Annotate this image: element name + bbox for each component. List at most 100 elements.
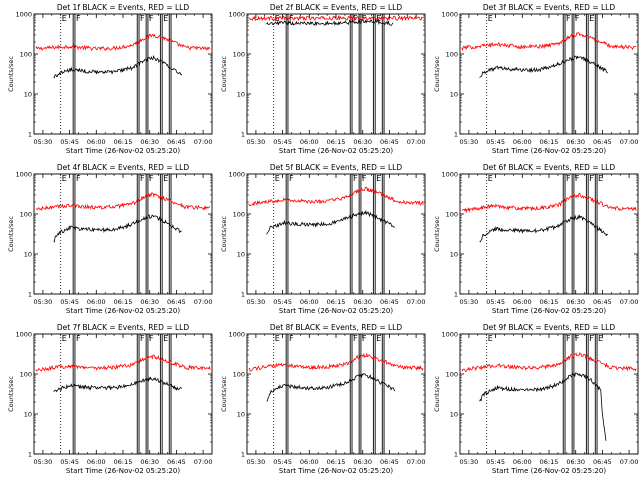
x-tick-label: 05:45 bbox=[486, 138, 505, 146]
x-axis-label: Start Time (26-Nov-02 05:25:20) bbox=[66, 147, 180, 155]
lld-trace bbox=[35, 354, 211, 372]
x-tick-label: 06:15 bbox=[540, 458, 559, 466]
x-tick-label: 06:30 bbox=[353, 138, 372, 146]
interval-marker-label: E bbox=[163, 334, 168, 343]
y-tick-label: 10 bbox=[237, 251, 245, 259]
interval-marker-label: E bbox=[163, 14, 168, 23]
x-tick-label: 07:00 bbox=[194, 298, 213, 306]
interval-marker-label: E bbox=[62, 174, 67, 183]
events-trace bbox=[479, 214, 609, 243]
panel-title: Det 3f BLACK = Events, RED = LLD bbox=[483, 3, 616, 12]
interval-marker-label: E bbox=[62, 14, 67, 23]
y-axis-label: Counts/sec bbox=[220, 376, 228, 412]
interval-marker-label: F bbox=[140, 174, 145, 183]
y-tick-label: 1 bbox=[28, 291, 32, 299]
x-tick-label: 06:00 bbox=[300, 298, 319, 306]
y-tick-label: 1000 bbox=[441, 331, 458, 339]
x-tick-label: 06:45 bbox=[380, 298, 399, 306]
events-trace bbox=[266, 209, 395, 235]
interval-marker-label: F bbox=[566, 14, 571, 23]
interval-marker-label: F bbox=[76, 174, 81, 183]
x-tick-label: 06:30 bbox=[353, 458, 372, 466]
y-axis-label: Counts/sec bbox=[220, 216, 228, 252]
panel-title: Det 8f BLACK = Events, RED = LLD bbox=[270, 323, 403, 332]
x-axis-label: Start Time (26-Nov-02 05:25:20) bbox=[279, 467, 393, 475]
y-tick-label: 1000 bbox=[15, 11, 32, 19]
lld-trace bbox=[35, 192, 211, 212]
x-tick-label: 06:15 bbox=[540, 298, 559, 306]
x-tick-label: 06:45 bbox=[167, 138, 186, 146]
interval-marker-label: E bbox=[275, 14, 280, 23]
x-tick-label: 05:45 bbox=[60, 458, 79, 466]
y-tick-label: 100 bbox=[233, 371, 245, 379]
y-axis-label: Counts/sec bbox=[220, 56, 228, 92]
interval-marker-label: F bbox=[362, 334, 367, 343]
y-tick-label: 1000 bbox=[228, 11, 245, 19]
interval-marker-label: E bbox=[62, 334, 67, 343]
interval-marker-label: F bbox=[353, 174, 358, 183]
panel-title: Det 5f BLACK = Events, RED = LLD bbox=[270, 163, 403, 172]
panel-title: Det 2f BLACK = Events, RED = LLD bbox=[270, 3, 403, 12]
x-tick-label: 05:30 bbox=[460, 298, 479, 306]
events-trace bbox=[53, 54, 183, 79]
interval-marker-label: E bbox=[275, 174, 280, 183]
interval-marker-label: F bbox=[289, 14, 294, 23]
interval-marker-label: E bbox=[488, 14, 493, 23]
events-trace bbox=[266, 373, 396, 402]
y-tick-label: 10 bbox=[24, 251, 32, 259]
y-tick-label: 1 bbox=[241, 131, 245, 139]
x-tick-label: 06:30 bbox=[566, 458, 585, 466]
x-tick-label: 06:45 bbox=[593, 298, 612, 306]
x-tick-label: 06:00 bbox=[513, 138, 532, 146]
lld-trace bbox=[461, 351, 637, 372]
interval-marker-label: F bbox=[575, 334, 580, 343]
interval-marker-label: F bbox=[76, 334, 81, 343]
y-tick-label: 1 bbox=[241, 451, 245, 459]
y-tick-label: 100 bbox=[20, 51, 32, 59]
interval-marker-label: E bbox=[589, 14, 594, 23]
y-tick-label: 1 bbox=[28, 131, 32, 139]
x-tick-label: 06:15 bbox=[114, 138, 133, 146]
y-axis-label: Counts/sec bbox=[433, 56, 441, 92]
y-tick-label: 10 bbox=[237, 411, 245, 419]
y-tick-label: 100 bbox=[446, 371, 458, 379]
x-axis-label: Start Time (26-Nov-02 05:25:20) bbox=[492, 147, 606, 155]
y-tick-label: 1000 bbox=[15, 331, 32, 339]
y-tick-label: 1 bbox=[28, 451, 32, 459]
x-tick-label: 05:45 bbox=[273, 298, 292, 306]
x-tick-label: 06:15 bbox=[327, 458, 346, 466]
interval-marker-label: F bbox=[589, 174, 594, 183]
interval-marker-label: E bbox=[488, 334, 493, 343]
y-tick-label: 1000 bbox=[15, 171, 32, 179]
interval-marker-label: F bbox=[353, 334, 358, 343]
x-axis-label: Start Time (26-Nov-02 05:25:20) bbox=[492, 467, 606, 475]
x-tick-label: 07:00 bbox=[620, 298, 639, 306]
x-tick-label: 05:30 bbox=[460, 138, 479, 146]
events-trace bbox=[479, 55, 608, 78]
y-tick-label: 100 bbox=[233, 51, 245, 59]
x-tick-label: 07:00 bbox=[407, 458, 426, 466]
y-tick-label: 10 bbox=[24, 411, 32, 419]
x-tick-label: 07:00 bbox=[194, 458, 213, 466]
x-tick-label: 05:45 bbox=[60, 138, 79, 146]
x-tick-label: 05:45 bbox=[486, 458, 505, 466]
x-tick-label: 07:00 bbox=[194, 138, 213, 146]
interval-marker-label: F bbox=[76, 14, 81, 23]
y-axis-label: Counts/sec bbox=[7, 376, 15, 412]
y-axis-label: Counts/sec bbox=[433, 216, 441, 252]
interval-marker-label: E bbox=[598, 174, 603, 183]
y-tick-label: 100 bbox=[446, 51, 458, 59]
y-tick-label: 1 bbox=[454, 451, 458, 459]
x-tick-label: 06:00 bbox=[513, 458, 532, 466]
x-tick-label: 06:45 bbox=[380, 458, 399, 466]
x-tick-label: 06:00 bbox=[87, 298, 106, 306]
interval-marker-label: E bbox=[163, 174, 168, 183]
x-tick-label: 05:30 bbox=[247, 298, 266, 306]
interval-marker-label: F bbox=[140, 14, 145, 23]
x-tick-label: 06:00 bbox=[87, 458, 106, 466]
